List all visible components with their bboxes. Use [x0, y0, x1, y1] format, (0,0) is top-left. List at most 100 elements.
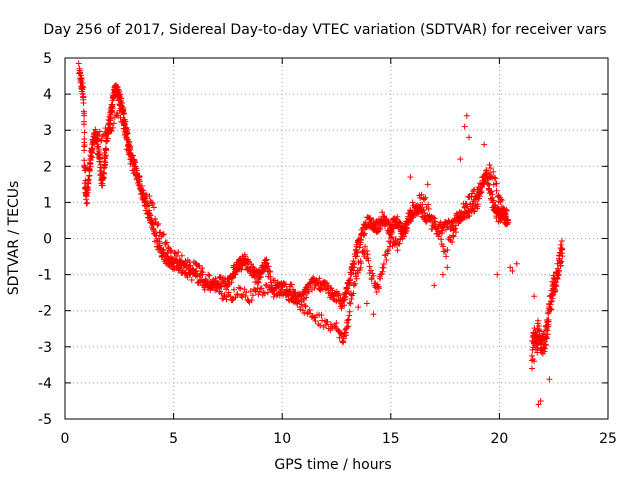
- data-point: [345, 323, 352, 330]
- data-point: [474, 201, 481, 208]
- data-point: [388, 230, 395, 237]
- data-point: [362, 243, 369, 250]
- data-point: [247, 288, 254, 295]
- data-point: [109, 105, 116, 112]
- data-point: [248, 297, 255, 304]
- data-point: [155, 220, 162, 227]
- data-point: [110, 120, 117, 127]
- data-point: [386, 243, 393, 250]
- data-point: [97, 156, 104, 163]
- data-point: [303, 294, 310, 301]
- data-point: [141, 195, 148, 202]
- data-point: [177, 258, 184, 265]
- data-point: [485, 169, 492, 176]
- data-point: [297, 306, 304, 313]
- data-point: [140, 191, 147, 198]
- data-point: [206, 272, 213, 279]
- data-point: [537, 397, 544, 404]
- y-tick-label: 2: [43, 159, 52, 175]
- chart-title: Day 256 of 2017, Sidereal Day-to-day VTE…: [43, 22, 606, 38]
- data-point: [394, 247, 401, 254]
- data-point: [535, 317, 542, 324]
- data-point: [290, 286, 297, 293]
- data-point: [265, 263, 272, 270]
- x-tick-label: 0: [61, 431, 70, 447]
- data-point: [302, 303, 309, 310]
- data-point: [432, 218, 439, 225]
- data-point: [531, 325, 538, 332]
- data-point: [343, 332, 350, 339]
- data-point: [439, 271, 446, 278]
- data-point: [263, 256, 270, 263]
- data-point: [86, 167, 93, 174]
- y-tick-label: -3: [38, 340, 52, 356]
- data-point: [436, 230, 443, 237]
- data-point: [237, 285, 244, 292]
- data-point: [503, 206, 510, 213]
- data-point: [358, 260, 365, 267]
- data-point: [431, 215, 438, 222]
- data-point: [470, 188, 477, 195]
- data-point: [190, 267, 197, 274]
- data-point: [420, 207, 427, 214]
- data-point: [488, 188, 495, 195]
- data-point: [450, 233, 457, 240]
- data-point: [464, 209, 471, 216]
- data-point: [273, 284, 280, 291]
- data-point: [128, 154, 135, 161]
- data-point: [380, 260, 387, 267]
- data-point: [136, 178, 143, 185]
- data-point: [425, 205, 432, 212]
- data-point: [364, 255, 371, 262]
- data-point: [407, 174, 414, 181]
- data-point: [542, 342, 549, 349]
- data-point: [143, 191, 150, 198]
- data-point: [98, 137, 105, 144]
- data-point: [160, 231, 167, 238]
- data-point: [81, 142, 88, 149]
- data-point: [330, 295, 337, 302]
- data-point: [242, 293, 249, 300]
- data-point: [486, 161, 493, 168]
- data-point: [545, 321, 552, 328]
- data-point: [309, 275, 316, 282]
- data-point: [555, 267, 562, 274]
- data-point: [131, 159, 138, 166]
- data-point: [408, 209, 415, 216]
- data-point: [81, 162, 88, 169]
- data-point: [145, 202, 152, 209]
- data-point: [498, 197, 505, 204]
- data-point: [262, 257, 269, 264]
- data-point: [258, 285, 265, 292]
- data-point: [531, 293, 538, 300]
- data-point: [223, 296, 230, 303]
- data-point: [214, 279, 221, 286]
- data-point: [379, 209, 386, 216]
- data-point: [357, 236, 364, 243]
- data-point: [333, 320, 340, 327]
- data-point: [502, 221, 509, 228]
- data-point: [493, 180, 500, 187]
- data-point: [109, 124, 116, 131]
- data-point: [84, 199, 91, 206]
- data-point: [557, 263, 564, 270]
- data-point: [281, 288, 288, 295]
- data-point: [558, 258, 565, 265]
- data-point: [81, 157, 88, 164]
- data-point: [548, 297, 555, 304]
- data-point: [405, 219, 412, 226]
- data-point: [355, 304, 362, 311]
- data-point: [341, 302, 348, 309]
- data-point: [340, 339, 347, 346]
- y-tick-label: 3: [43, 123, 52, 139]
- data-point: [552, 286, 559, 293]
- data-point: [81, 129, 88, 136]
- data-point: [458, 209, 465, 216]
- data-point: [424, 181, 431, 188]
- data-point: [119, 99, 126, 106]
- data-point: [535, 323, 542, 330]
- data-point: [194, 273, 201, 280]
- data-point: [344, 317, 351, 324]
- data-point: [350, 290, 357, 297]
- data-point: [559, 253, 566, 260]
